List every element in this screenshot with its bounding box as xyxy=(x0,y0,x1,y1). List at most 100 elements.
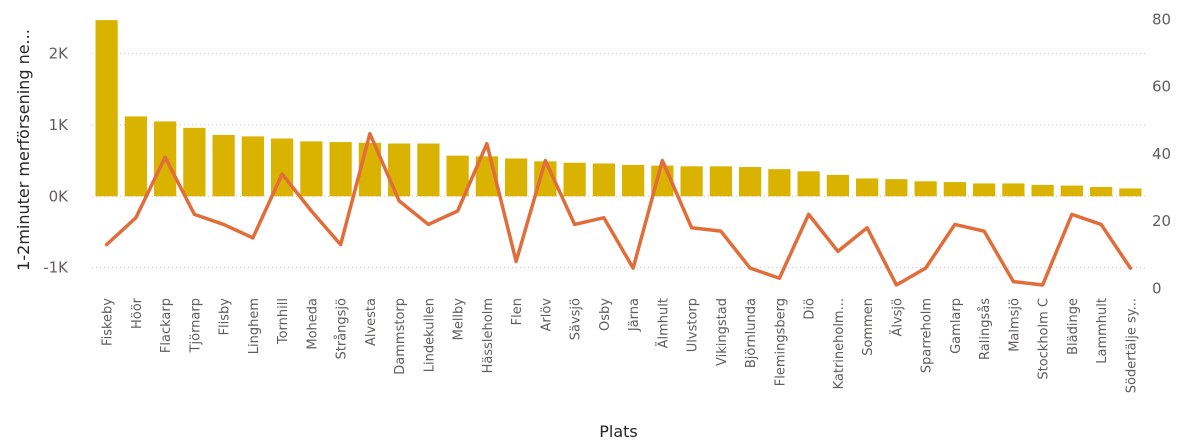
bar[interactable] xyxy=(96,20,118,196)
x-tick-label: Flackarp xyxy=(159,298,174,353)
x-tick-label: Strångsjö xyxy=(335,298,350,360)
bar[interactable] xyxy=(768,169,790,196)
x-tick-label: Järna xyxy=(627,298,642,332)
x-tick-label: Mellby xyxy=(452,298,467,341)
bar[interactable] xyxy=(564,163,586,197)
bar[interactable] xyxy=(1119,188,1141,196)
bar[interactable] xyxy=(827,175,849,196)
line-point[interactable] xyxy=(661,159,664,162)
bar[interactable] xyxy=(622,165,644,196)
y-left-tick-label: 1K xyxy=(49,116,70,134)
x-tick-label: Flen xyxy=(510,298,525,325)
bar[interactable] xyxy=(710,166,732,196)
bar[interactable] xyxy=(739,167,761,196)
line-point[interactable] xyxy=(544,159,547,162)
line-point[interactable] xyxy=(924,267,927,270)
line-point[interactable] xyxy=(427,223,430,226)
y-left-tick-label: 0K xyxy=(49,187,70,205)
x-tick-label: Tjörnarp xyxy=(188,298,203,353)
left-axis: -1K 0K 1K 2K xyxy=(43,45,69,277)
line-point[interactable] xyxy=(456,209,459,212)
bar-series xyxy=(96,20,1142,196)
y-right-tick-label: 0 xyxy=(1152,279,1162,297)
bar[interactable] xyxy=(885,179,907,196)
line-point[interactable] xyxy=(134,216,137,219)
x-tick-label: Dammstorp xyxy=(393,298,408,375)
y-left-tick-label: -1K xyxy=(43,259,69,277)
line-point[interactable] xyxy=(222,223,225,226)
x-tick-label: Alvesta xyxy=(364,298,379,346)
bar[interactable] xyxy=(1002,183,1024,196)
bar[interactable] xyxy=(1032,185,1054,196)
bar[interactable] xyxy=(242,136,264,196)
bar[interactable] xyxy=(300,141,322,196)
line-point[interactable] xyxy=(515,260,518,263)
bar[interactable] xyxy=(798,171,820,196)
x-tick-label: Lindekullen xyxy=(422,298,437,372)
line-point[interactable] xyxy=(251,236,254,239)
line-point[interactable] xyxy=(807,213,810,216)
line-point[interactable] xyxy=(164,156,167,159)
line-point[interactable] xyxy=(983,230,986,233)
bar[interactable] xyxy=(1061,186,1083,197)
bar[interactable] xyxy=(213,135,235,196)
bar[interactable] xyxy=(505,158,527,196)
bar[interactable] xyxy=(417,144,439,197)
x-tick-label: Ralingsås xyxy=(978,298,993,360)
bar[interactable] xyxy=(593,163,615,196)
line-point[interactable] xyxy=(778,277,781,280)
line-point[interactable] xyxy=(895,283,898,286)
line-point[interactable] xyxy=(485,142,488,145)
y-right-tick-label: 40 xyxy=(1152,145,1171,163)
category-axis: Fiskeby Höör Flackarp Tjörnarp Flisby Linghem… xyxy=(101,297,1140,393)
line-point[interactable] xyxy=(1012,280,1015,283)
x-tick-label: Hässleholm xyxy=(481,298,496,373)
x-tick-label: Osby xyxy=(598,298,613,331)
y-right-tick-label: 80 xyxy=(1152,10,1171,28)
x-tick-label: Diö xyxy=(803,298,818,320)
bar[interactable] xyxy=(681,166,703,196)
bar[interactable] xyxy=(388,144,410,197)
line-point[interactable] xyxy=(398,199,401,202)
x-tick-label: Flemingsberg xyxy=(773,298,788,386)
line-point[interactable] xyxy=(573,223,576,226)
x-tick-label: Sparreholm xyxy=(920,298,935,373)
line-point[interactable] xyxy=(1041,283,1044,286)
line-point[interactable] xyxy=(1129,267,1132,270)
x-tick-label: Blädinge xyxy=(1066,298,1081,355)
x-tick-label: Älvsjö xyxy=(889,298,905,337)
line-point[interactable] xyxy=(1100,223,1103,226)
bar[interactable] xyxy=(856,178,878,196)
line-point[interactable] xyxy=(632,267,635,270)
x-tick-label: Katrineholm... xyxy=(832,298,847,389)
bar[interactable] xyxy=(915,181,937,196)
x-tick-label: Älmhult xyxy=(655,298,671,348)
bar[interactable] xyxy=(125,116,147,196)
line-point[interactable] xyxy=(602,216,605,219)
x-tick-label: Södertälje sy... xyxy=(1124,298,1139,393)
line-point[interactable] xyxy=(193,213,196,216)
line-point[interactable] xyxy=(368,132,371,135)
line-point[interactable] xyxy=(1070,213,1073,216)
right-axis: 020406080 xyxy=(1152,10,1171,297)
line-point[interactable] xyxy=(310,209,313,212)
line-point[interactable] xyxy=(719,230,722,233)
line-point[interactable] xyxy=(953,223,956,226)
bar[interactable] xyxy=(183,128,205,196)
line-point[interactable] xyxy=(690,226,693,229)
x-tick-label: Björnlunda xyxy=(744,298,759,368)
line-point[interactable] xyxy=(749,267,752,270)
bar[interactable] xyxy=(330,142,352,196)
bar[interactable] xyxy=(1090,187,1112,196)
line-point[interactable] xyxy=(105,243,108,246)
x-tick-label: Moheda xyxy=(305,298,320,350)
line-point[interactable] xyxy=(281,173,284,176)
line-point[interactable] xyxy=(866,226,869,229)
bar[interactable] xyxy=(973,183,995,196)
x-tick-label: Fiskeby xyxy=(101,298,116,346)
line-point[interactable] xyxy=(836,250,839,253)
bar[interactable] xyxy=(944,182,966,196)
line-point[interactable] xyxy=(339,243,342,246)
